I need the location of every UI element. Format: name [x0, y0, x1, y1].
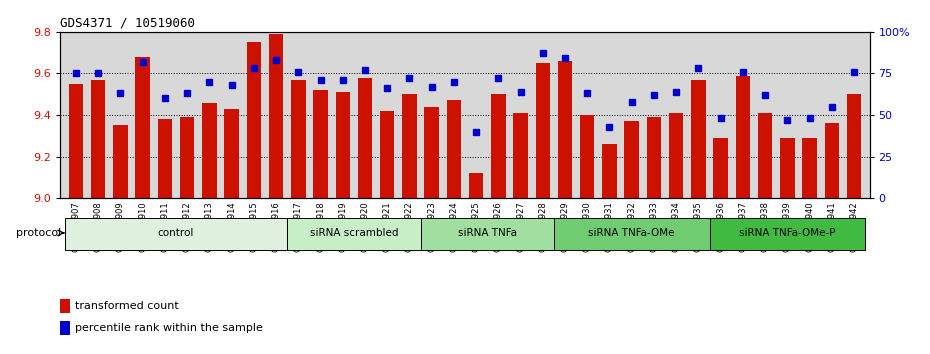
- Bar: [736, 75, 751, 198]
- Bar: [847, 94, 861, 198]
- Bar: [580, 115, 594, 198]
- Bar: [491, 94, 506, 198]
- Bar: [446, 101, 461, 198]
- Bar: [291, 80, 306, 198]
- Bar: [179, 117, 194, 198]
- Bar: [358, 78, 372, 198]
- Bar: [691, 80, 706, 198]
- Bar: [646, 117, 661, 198]
- Bar: [202, 103, 217, 198]
- Text: control: control: [158, 228, 194, 238]
- Text: siRNA TNFa-OMe: siRNA TNFa-OMe: [589, 228, 675, 238]
- Bar: [780, 138, 794, 198]
- Bar: [420, 218, 554, 250]
- Bar: [287, 218, 420, 250]
- Bar: [269, 34, 284, 198]
- Text: transformed count: transformed count: [75, 301, 179, 311]
- Bar: [69, 84, 83, 198]
- Bar: [513, 113, 528, 198]
- Bar: [469, 173, 484, 198]
- Text: siRNA TNFa-OMe-P: siRNA TNFa-OMe-P: [739, 228, 835, 238]
- Bar: [624, 121, 639, 198]
- Bar: [536, 63, 550, 198]
- Text: siRNA scrambled: siRNA scrambled: [310, 228, 398, 238]
- Bar: [603, 144, 617, 198]
- Bar: [336, 92, 350, 198]
- Bar: [224, 109, 239, 198]
- Bar: [246, 42, 261, 198]
- Text: GDS4371 / 10519060: GDS4371 / 10519060: [60, 16, 195, 29]
- Bar: [60, 299, 70, 313]
- Bar: [710, 218, 865, 250]
- Bar: [91, 80, 105, 198]
- Bar: [380, 111, 394, 198]
- Bar: [669, 113, 684, 198]
- Text: siRNA TNFa: siRNA TNFa: [458, 228, 517, 238]
- Bar: [803, 138, 817, 198]
- Bar: [60, 321, 70, 335]
- Bar: [402, 94, 417, 198]
- Text: percentile rank within the sample: percentile rank within the sample: [75, 323, 263, 333]
- Bar: [558, 61, 572, 198]
- Bar: [158, 119, 172, 198]
- Bar: [313, 90, 327, 198]
- Bar: [825, 123, 839, 198]
- Text: protocol: protocol: [16, 228, 60, 238]
- Bar: [136, 57, 150, 198]
- Bar: [758, 113, 772, 198]
- Bar: [424, 107, 439, 198]
- Bar: [554, 218, 710, 250]
- Bar: [713, 138, 728, 198]
- Bar: [65, 218, 287, 250]
- Bar: [113, 125, 127, 198]
